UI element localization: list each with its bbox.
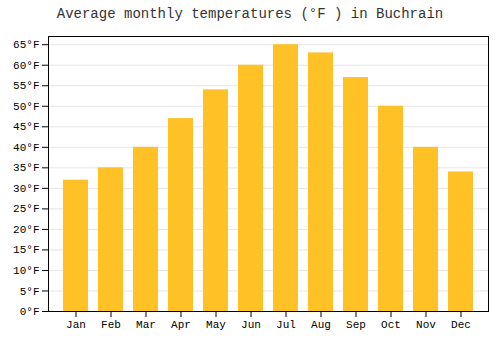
svg-text:Jan: Jan <box>66 319 86 331</box>
svg-text:50°F: 50°F <box>13 101 39 113</box>
svg-text:20°F: 20°F <box>13 224 39 236</box>
svg-text:Feb: Feb <box>101 319 121 331</box>
svg-text:Dec: Dec <box>451 319 471 331</box>
svg-text:May: May <box>206 319 226 331</box>
svg-text:60°F: 60°F <box>13 60 39 72</box>
svg-text:25°F: 25°F <box>13 203 39 215</box>
svg-text:Nov: Nov <box>416 319 436 331</box>
svg-text:Sep: Sep <box>346 319 366 331</box>
svg-text:0°F: 0°F <box>20 306 40 318</box>
svg-text:Oct: Oct <box>381 319 401 331</box>
svg-text:35°F: 35°F <box>13 162 39 174</box>
svg-text:Jul: Jul <box>276 319 296 331</box>
html-text:Average monthly temperatures (: Average monthly temperatures (°F ) in Bu… <box>56 6 444 22</box>
svg-text:15°F: 15°F <box>13 244 39 256</box>
svg-text:30°F: 30°F <box>13 183 39 195</box>
svg-text:Mar: Mar <box>136 319 156 331</box>
svg-text:5°F: 5°F <box>20 285 40 297</box>
svg-text:45°F: 45°F <box>13 121 39 133</box>
svg-text:55°F: 55°F <box>13 80 39 92</box>
svg-text:Aug: Aug <box>311 319 331 331</box>
svg-text:65°F: 65°F <box>13 39 39 51</box>
svg-text:Jun: Jun <box>241 319 261 331</box>
svg-text:10°F: 10°F <box>13 265 39 277</box>
svg-text:40°F: 40°F <box>13 142 39 154</box>
svg-text:Apr: Apr <box>171 319 191 331</box>
